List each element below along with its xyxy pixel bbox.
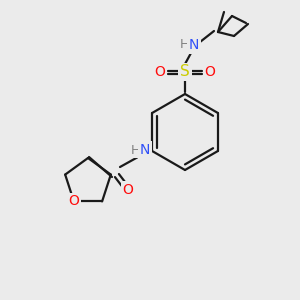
Text: N: N [140, 143, 150, 157]
Text: O: O [68, 194, 79, 208]
Text: H: H [179, 38, 189, 52]
Text: S: S [180, 64, 190, 80]
Text: O: O [123, 183, 134, 197]
Text: O: O [154, 65, 165, 79]
Text: H: H [130, 143, 140, 157]
Text: O: O [205, 65, 215, 79]
Text: N: N [189, 38, 199, 52]
